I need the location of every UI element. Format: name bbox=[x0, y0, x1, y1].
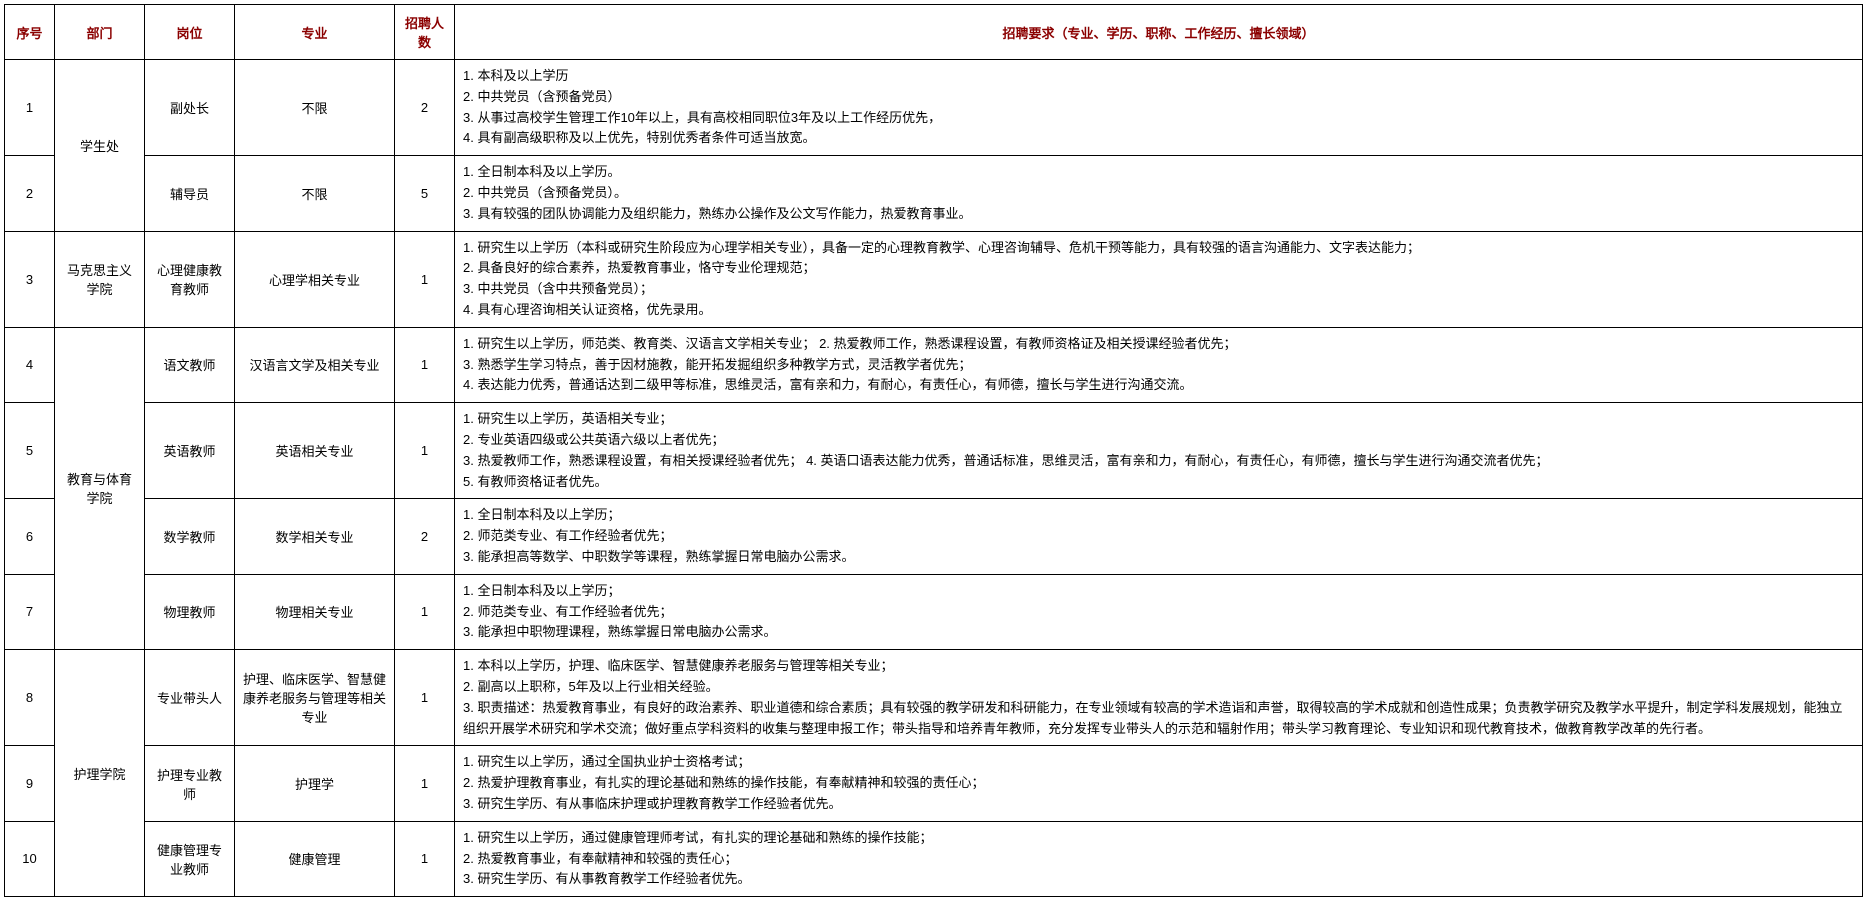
cell-req: 1. 全日制本科及以上学历；2. 师范类专业、有工作经验者优先；3. 能承担高等… bbox=[455, 499, 1863, 574]
cell-post: 健康管理专业教师 bbox=[145, 821, 235, 896]
table-row: 4 教育与体育学院 语文教师 汉语言文学及相关专业 1 1. 研究生以上学历，师… bbox=[5, 327, 1863, 402]
cell-no: 8 bbox=[5, 650, 55, 746]
cell-count: 1 bbox=[395, 403, 455, 499]
header-post: 岗位 bbox=[145, 5, 235, 60]
cell-major: 不限 bbox=[235, 156, 395, 231]
cell-post: 数学教师 bbox=[145, 499, 235, 574]
cell-req: 1. 全日制本科及以上学历；2. 师范类专业、有工作经验者优先；3. 能承担中职… bbox=[455, 574, 1863, 649]
cell-no: 4 bbox=[5, 327, 55, 402]
header-req: 招聘要求（专业、学历、职称、工作经历、擅长领域） bbox=[455, 5, 1863, 60]
header-no: 序号 bbox=[5, 5, 55, 60]
cell-req: 1. 本科及以上学历2. 中共党员（含预备党员）3. 从事过高校学生管理工作10… bbox=[455, 60, 1863, 156]
cell-dept: 教育与体育学院 bbox=[55, 327, 145, 649]
cell-count: 2 bbox=[395, 60, 455, 156]
cell-count: 1 bbox=[395, 650, 455, 746]
cell-major: 护理学 bbox=[235, 746, 395, 821]
cell-no: 6 bbox=[5, 499, 55, 574]
cell-post: 心理健康教育教师 bbox=[145, 231, 235, 327]
table-row: 9 护理专业教师 护理学 1 1. 研究生以上学历，通过全国执业护士资格考试；2… bbox=[5, 746, 1863, 821]
table-header: 序号 部门 岗位 专业 招聘人数 招聘要求（专业、学历、职称、工作经历、擅长领域… bbox=[5, 5, 1863, 60]
cell-post: 物理教师 bbox=[145, 574, 235, 649]
cell-count: 1 bbox=[395, 231, 455, 327]
cell-major: 数学相关专业 bbox=[235, 499, 395, 574]
cell-count: 1 bbox=[395, 821, 455, 896]
header-major: 专业 bbox=[235, 5, 395, 60]
cell-no: 3 bbox=[5, 231, 55, 327]
cell-post: 语文教师 bbox=[145, 327, 235, 402]
table-row: 6 数学教师 数学相关专业 2 1. 全日制本科及以上学历；2. 师范类专业、有… bbox=[5, 499, 1863, 574]
table-row: 3 马克思主义学院 心理健康教育教师 心理学相关专业 1 1. 研究生以上学历（… bbox=[5, 231, 1863, 327]
cell-no: 10 bbox=[5, 821, 55, 896]
cell-major: 护理、临床医学、智慧健康养老服务与管理等相关专业 bbox=[235, 650, 395, 746]
table-row: 10 健康管理专业教师 健康管理 1 1. 研究生以上学历，通过健康管理师考试，… bbox=[5, 821, 1863, 896]
table-row: 5 英语教师 英语相关专业 1 1. 研究生以上学历，英语相关专业；2. 专业英… bbox=[5, 403, 1863, 499]
cell-major: 英语相关专业 bbox=[235, 403, 395, 499]
table-row: 8 护理学院 专业带头人 护理、临床医学、智慧健康养老服务与管理等相关专业 1 … bbox=[5, 650, 1863, 746]
header-row: 序号 部门 岗位 专业 招聘人数 招聘要求（专业、学历、职称、工作经历、擅长领域… bbox=[5, 5, 1863, 60]
cell-major: 心理学相关专业 bbox=[235, 231, 395, 327]
cell-count: 1 bbox=[395, 327, 455, 402]
cell-post: 辅导员 bbox=[145, 156, 235, 231]
cell-no: 1 bbox=[5, 60, 55, 156]
cell-post: 英语教师 bbox=[145, 403, 235, 499]
cell-post: 副处长 bbox=[145, 60, 235, 156]
table-row: 1 学生处 副处长 不限 2 1. 本科及以上学历2. 中共党员（含预备党员）3… bbox=[5, 60, 1863, 156]
cell-dept: 护理学院 bbox=[55, 650, 145, 897]
cell-req: 1. 本科以上学历，护理、临床医学、智慧健康养老服务与管理等相关专业；2. 副高… bbox=[455, 650, 1863, 746]
cell-req: 1. 研究生以上学历，英语相关专业；2. 专业英语四级或公共英语六级以上者优先；… bbox=[455, 403, 1863, 499]
cell-dept: 马克思主义学院 bbox=[55, 231, 145, 327]
table-body: 1 学生处 副处长 不限 2 1. 本科及以上学历2. 中共党员（含预备党员）3… bbox=[5, 60, 1863, 897]
cell-major: 物理相关专业 bbox=[235, 574, 395, 649]
cell-no: 7 bbox=[5, 574, 55, 649]
cell-req: 1. 研究生以上学历，通过全国执业护士资格考试；2. 热爱护理教育事业，有扎实的… bbox=[455, 746, 1863, 821]
recruitment-table: 序号 部门 岗位 专业 招聘人数 招聘要求（专业、学历、职称、工作经历、擅长领域… bbox=[4, 4, 1863, 897]
cell-major: 健康管理 bbox=[235, 821, 395, 896]
cell-req: 1. 研究生以上学历，师范类、教育类、汉语言文学相关专业； bbox=[455, 327, 1863, 402]
cell-post: 护理专业教师 bbox=[145, 746, 235, 821]
cell-count: 2 bbox=[395, 499, 455, 574]
table-row: 2 辅导员 不限 5 1. 全日制本科及以上学历。2. 中共党员（含预备党员）。… bbox=[5, 156, 1863, 231]
cell-req: 1. 全日制本科及以上学历。2. 中共党员（含预备党员）。3. 具有较强的团队协… bbox=[455, 156, 1863, 231]
cell-count: 1 bbox=[395, 746, 455, 821]
header-count: 招聘人数 bbox=[395, 5, 455, 60]
cell-post: 专业带头人 bbox=[145, 650, 235, 746]
header-dept: 部门 bbox=[55, 5, 145, 60]
cell-req: 1. 研究生以上学历，通过健康管理师考试，有扎实的理论基础和熟练的操作技能；2.… bbox=[455, 821, 1863, 896]
cell-no: 2 bbox=[5, 156, 55, 231]
cell-count: 1 bbox=[395, 574, 455, 649]
cell-no: 9 bbox=[5, 746, 55, 821]
table-row: 7 物理教师 物理相关专业 1 1. 全日制本科及以上学历；2. 师范类专业、有… bbox=[5, 574, 1863, 649]
cell-dept: 学生处 bbox=[55, 60, 145, 232]
cell-req: 1. 研究生以上学历（本科或研究生阶段应为心理学相关专业），具备一定的心理教育教… bbox=[455, 231, 1863, 327]
cell-no: 5 bbox=[5, 403, 55, 499]
cell-major: 不限 bbox=[235, 60, 395, 156]
cell-major: 汉语言文学及相关专业 bbox=[235, 327, 395, 402]
cell-count: 5 bbox=[395, 156, 455, 231]
